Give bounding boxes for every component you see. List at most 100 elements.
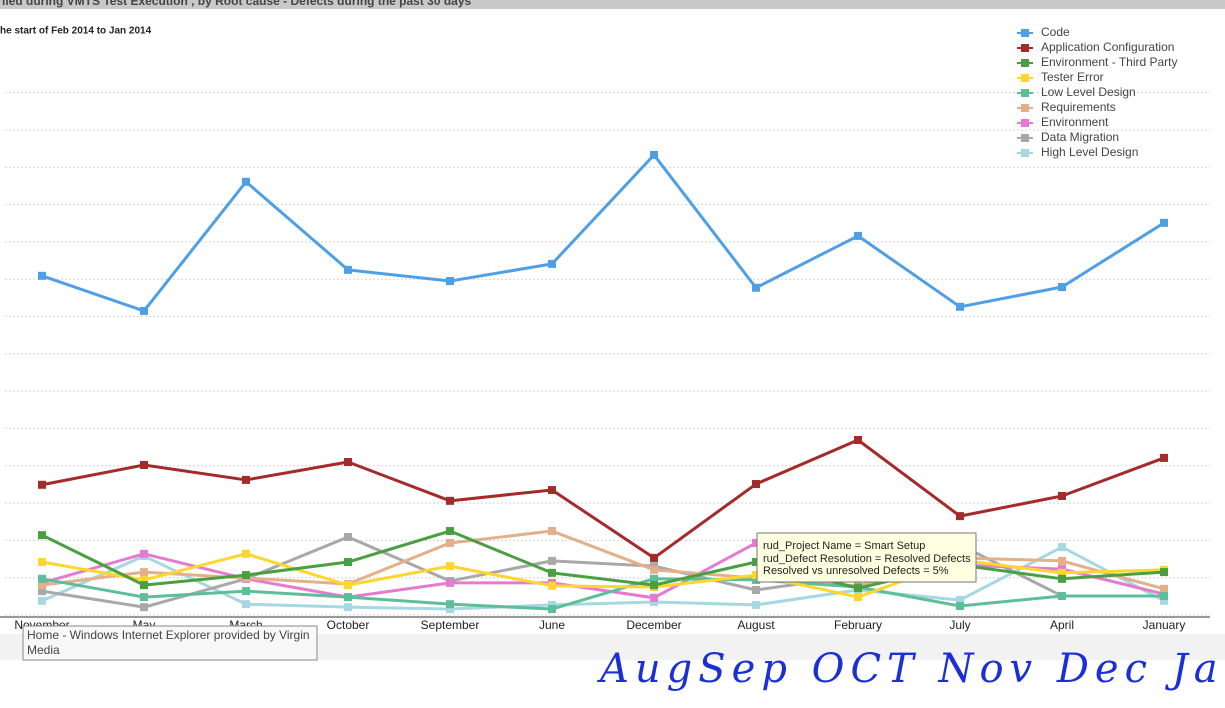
tooltip-line: Resolved vs unresolved Defects = 5% [763,565,949,577]
legend-swatch [1021,104,1029,112]
chart-subtitle: he start of Feb 2014 to Jan 2014 [0,26,152,37]
point-marker [344,458,352,467]
point-marker [1058,568,1066,577]
point-marker [446,538,454,547]
series-line [41,529,1165,590]
point-marker [140,593,148,602]
point-marker [140,581,148,590]
point-marker [650,553,658,562]
point-marker [242,549,250,558]
point-marker [956,302,964,311]
point-marker [1058,543,1066,552]
legend-label: Environment - Third Party [1041,55,1178,69]
point-marker [854,593,862,602]
series-line [41,552,1165,599]
x-tick-label: June [539,618,565,632]
point-marker [1058,283,1066,292]
point-marker [650,593,658,602]
legend-swatch [1021,74,1029,82]
point-marker [140,306,148,315]
point-marker [956,602,964,611]
point-marker [140,549,148,558]
point-marker [548,527,556,536]
legend-label: Data Migration [1041,130,1119,144]
point-marker [854,584,862,593]
point-marker [446,578,454,587]
tooltip-line: rud_Project Name = Smart Setup [763,540,925,552]
point-marker [38,581,46,590]
legend-label: Code [1041,25,1070,39]
point-marker [1058,591,1066,600]
legend-swatch [1021,119,1029,127]
series-line [41,153,1165,313]
point-marker [1160,568,1168,577]
point-marker [242,600,250,609]
tooltip-box [756,532,977,583]
point-marker [140,575,148,584]
point-marker [140,603,148,612]
point-marker [446,496,454,505]
point-marker [1160,591,1168,600]
point-marker [548,568,556,577]
browser-tooltip-box [22,625,318,661]
point-marker [242,475,250,484]
series-line [41,535,1164,609]
point-marker [1160,584,1168,593]
series-line [41,577,1164,611]
point-marker [1058,574,1066,583]
point-marker [446,562,454,571]
point-marker [956,596,964,605]
point-marker [38,596,46,605]
point-marker [140,461,148,470]
point-marker [38,531,46,540]
point-marker [1160,218,1168,227]
point-marker [752,600,760,609]
point-marker [242,571,250,580]
point-marker [752,480,760,489]
point-marker [344,533,352,542]
point-marker [446,600,454,609]
point-marker [650,597,658,606]
legend-swatch [1021,29,1029,37]
point-marker [446,605,454,614]
point-marker [752,571,760,580]
point-marker [548,600,556,609]
x-tick-label: April [1050,618,1074,632]
point-marker [548,556,556,565]
point-marker [344,265,352,274]
point-marker [140,568,148,577]
x-tick-label: August [737,618,775,632]
point-marker [1058,556,1066,565]
legend-label: Requirements [1041,100,1116,114]
point-marker [38,587,46,596]
point-marker [548,581,556,590]
point-marker [1160,596,1168,605]
point-marker [752,575,760,584]
x-tick-label: September [421,618,480,632]
legend-label: Low Level Design [1041,85,1136,99]
point-marker [446,527,454,536]
point-marker [650,574,658,583]
point-marker [344,603,352,612]
point-marker [38,558,46,567]
browser-tooltip-text: Home - Windows Internet Explorer provide… [27,628,310,657]
series-line [41,438,1165,560]
point-marker [344,593,352,602]
point-marker [650,581,658,590]
point-marker [38,271,46,280]
point-marker [752,586,760,595]
browser-tooltip: Home - Windows Internet Explorer provide… [27,628,310,657]
point-marker [38,480,46,489]
point-marker [548,259,556,268]
point-marker [344,558,352,567]
point-marker [854,231,862,240]
x-tick-label: January [1143,618,1186,632]
legend-swatch [1021,44,1029,52]
x-tick-label: October [327,618,370,632]
point-marker [854,436,862,445]
handwritten-annotation: AugSep OCT Nov Dec Jan [596,646,1225,692]
legend-swatch [1021,149,1029,157]
point-marker [548,486,556,495]
legend-swatch [1021,89,1029,97]
